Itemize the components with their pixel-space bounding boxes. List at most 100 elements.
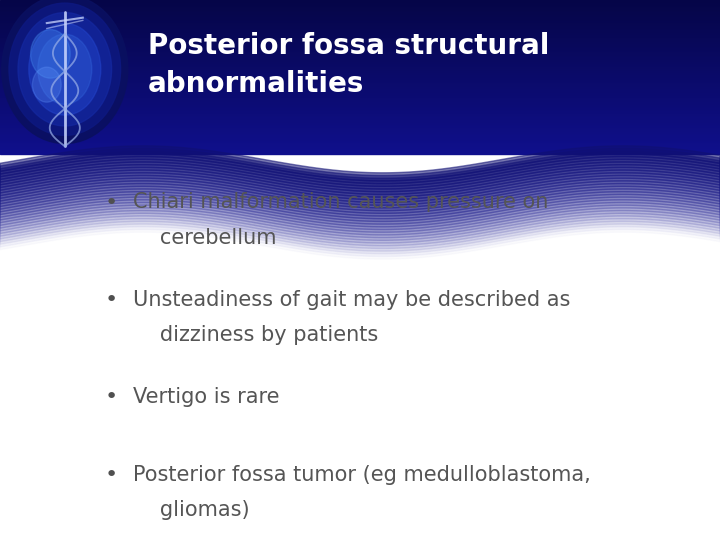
Bar: [0, 31, 720, 32]
Bar: [0, 109, 720, 110]
Bar: [0, 38, 720, 40]
Bar: [0, 37, 720, 38]
Bar: [0, 112, 720, 113]
Bar: [0, 49, 720, 50]
Bar: [0, 64, 720, 65]
Bar: [0, 36, 720, 37]
Bar: [0, 18, 720, 19]
Text: cerebellum: cerebellum: [140, 227, 277, 248]
Bar: [0, 76, 720, 77]
Bar: [0, 97, 720, 99]
Bar: [0, 153, 720, 154]
Bar: [0, 144, 720, 145]
Text: gliomas): gliomas): [140, 500, 250, 521]
Text: Unsteadiness of gait may be described as: Unsteadiness of gait may be described as: [133, 289, 570, 310]
Bar: [0, 52, 720, 54]
Bar: [0, 120, 720, 122]
Bar: [0, 22, 720, 23]
Bar: [0, 113, 720, 114]
Bar: [0, 104, 720, 105]
Bar: [0, 110, 720, 112]
Bar: [0, 92, 720, 93]
Bar: [0, 119, 720, 120]
Bar: [0, 24, 720, 25]
Bar: [0, 140, 720, 141]
Bar: [0, 107, 720, 109]
Ellipse shape: [2, 0, 128, 144]
Bar: [0, 15, 720, 17]
Text: Vertigo is rare: Vertigo is rare: [133, 387, 279, 407]
Bar: [0, 13, 720, 14]
Bar: [0, 5, 720, 6]
Text: Posterior fossa structural
abnormalities: Posterior fossa structural abnormalities: [148, 32, 549, 98]
Bar: [0, 75, 720, 76]
Bar: [0, 114, 720, 116]
Bar: [0, 82, 720, 83]
Bar: [0, 17, 720, 18]
Bar: [0, 68, 720, 69]
Bar: [0, 106, 720, 107]
Bar: [0, 117, 720, 118]
Bar: [0, 86, 720, 87]
Bar: [0, 11, 720, 13]
Bar: [0, 103, 720, 104]
Bar: [0, 66, 720, 68]
Bar: [0, 141, 720, 143]
Bar: [0, 41, 720, 42]
Bar: [0, 48, 720, 49]
Bar: [0, 116, 720, 117]
Bar: [0, 122, 720, 123]
Bar: [0, 25, 720, 27]
Bar: [0, 73, 720, 75]
Bar: [0, 118, 720, 119]
Bar: [0, 85, 720, 86]
Bar: [0, 0, 720, 1]
Bar: [0, 138, 720, 140]
Bar: [0, 51, 720, 52]
Bar: [0, 148, 720, 150]
Bar: [0, 87, 720, 89]
Bar: [0, 132, 720, 133]
Bar: [0, 58, 720, 59]
Text: •: •: [105, 192, 118, 213]
Ellipse shape: [31, 30, 71, 78]
Bar: [0, 63, 720, 64]
Bar: [0, 78, 720, 79]
Bar: [0, 55, 720, 56]
Bar: [0, 72, 720, 73]
Ellipse shape: [9, 3, 121, 136]
Bar: [0, 19, 720, 21]
Bar: [0, 143, 720, 144]
Bar: [0, 145, 720, 146]
Text: dizziness by patients: dizziness by patients: [140, 325, 379, 345]
Bar: [0, 93, 720, 95]
Bar: [0, 30, 720, 31]
Bar: [0, 136, 720, 137]
Bar: [0, 79, 720, 81]
Bar: [0, 4, 720, 5]
Bar: [0, 21, 720, 22]
Bar: [0, 65, 720, 66]
Bar: [0, 150, 720, 151]
Bar: [0, 126, 720, 127]
Bar: [0, 14, 720, 15]
Bar: [0, 127, 720, 128]
Bar: [0, 89, 720, 90]
Bar: [0, 131, 720, 132]
Bar: [0, 27, 720, 28]
Bar: [0, 91, 720, 92]
Bar: [0, 100, 720, 102]
Ellipse shape: [29, 23, 101, 115]
Bar: [0, 62, 720, 63]
Ellipse shape: [18, 12, 112, 126]
Bar: [0, 42, 720, 44]
Bar: [0, 56, 720, 58]
Bar: [0, 123, 720, 124]
Text: •: •: [105, 465, 118, 485]
Bar: [0, 9, 720, 10]
Bar: [0, 40, 720, 41]
Bar: [0, 147, 720, 149]
Bar: [0, 71, 720, 72]
Bar: [0, 151, 720, 153]
Bar: [0, 134, 720, 136]
